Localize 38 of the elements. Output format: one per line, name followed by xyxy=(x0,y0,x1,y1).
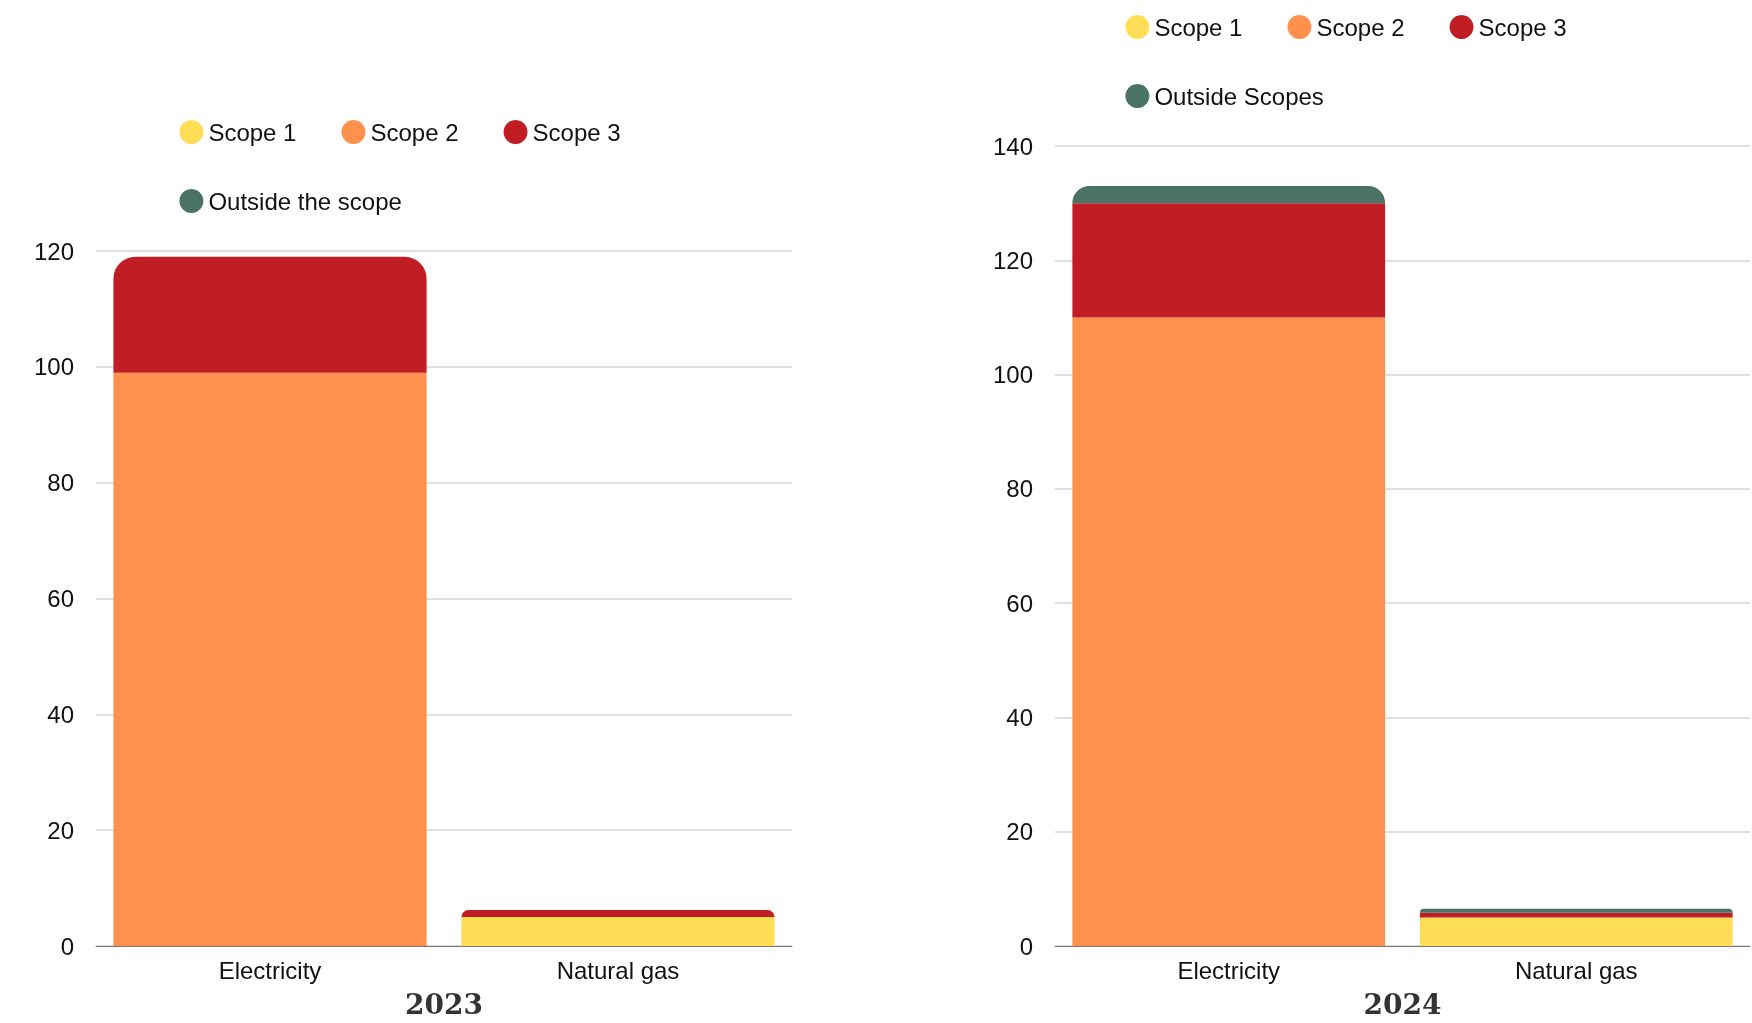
legend-label: Scope 3 xyxy=(1478,13,1567,41)
legend-label: Scope 2 xyxy=(370,118,459,146)
y-tick-label: 0 xyxy=(1019,932,1033,960)
bar xyxy=(1072,317,1386,946)
y-tick-label: 140 xyxy=(992,132,1033,160)
bar xyxy=(461,910,775,918)
x-tick-label: Electricity xyxy=(218,956,322,984)
x-tick-label: Natural gas xyxy=(1514,956,1638,984)
bar xyxy=(1072,203,1386,318)
bar xyxy=(1419,917,1733,946)
y-tick-label: 60 xyxy=(47,585,74,612)
y-tick-label: 20 xyxy=(47,816,74,844)
bar xyxy=(113,256,427,373)
legend-label: Outside the scope xyxy=(208,187,402,215)
y-tick-label: 0 xyxy=(60,932,74,960)
bar xyxy=(1419,908,1733,913)
legend-label: Scope 3 xyxy=(532,118,621,146)
x-axis-title: 2023 xyxy=(405,987,483,1021)
bar xyxy=(1072,186,1386,204)
bar xyxy=(461,917,775,946)
y-tick-label: 120 xyxy=(992,246,1033,274)
y-tick-label: 60 xyxy=(1006,589,1033,617)
y-tick-label: 100 xyxy=(992,361,1033,389)
y-tick-label: 80 xyxy=(47,469,74,497)
legend-label: Scope 1 xyxy=(1154,13,1243,41)
legend-label: Scope 2 xyxy=(1316,13,1405,41)
x-tick-label: Electricity xyxy=(1177,956,1281,984)
y-tick-label: 40 xyxy=(1006,703,1033,731)
bar xyxy=(113,372,427,946)
y-tick-label: 120 xyxy=(33,237,74,265)
x-tick-label: Natural gas xyxy=(556,956,680,984)
legend-label: Scope 1 xyxy=(208,118,297,146)
legend-label: Outside Scopes xyxy=(1154,82,1324,110)
y-tick-label: 40 xyxy=(47,700,74,728)
x-axis-title: 2024 xyxy=(1363,987,1442,1021)
y-tick-label: 80 xyxy=(1006,475,1033,503)
y-tick-label: 100 xyxy=(33,353,74,381)
y-tick-label: 20 xyxy=(1006,818,1033,846)
